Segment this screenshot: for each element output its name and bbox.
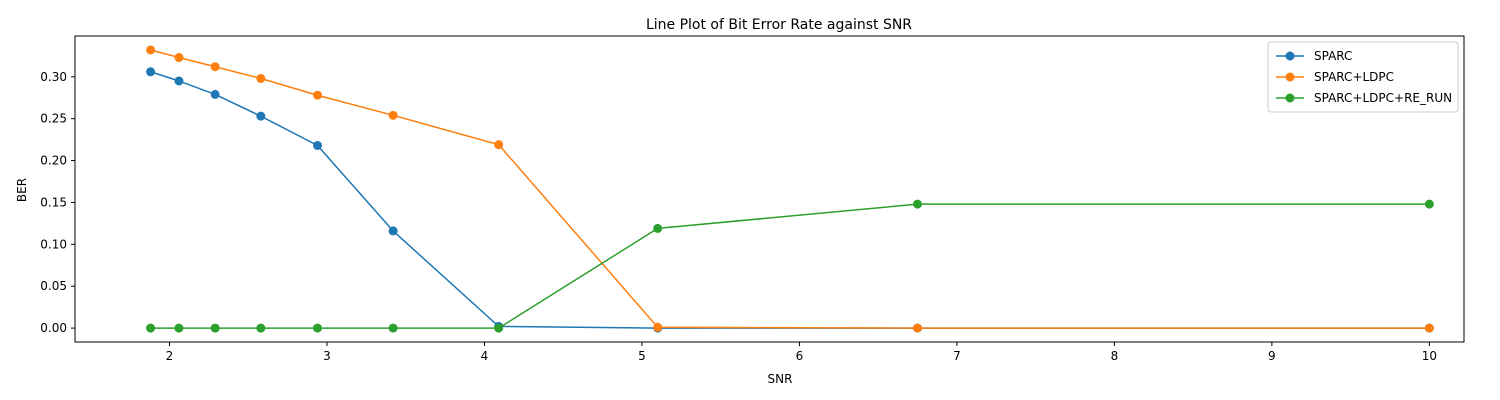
y-tick-label: 0.00 <box>40 321 67 335</box>
legend-label: SPARC+LDPC+RE_RUN <box>1314 91 1452 105</box>
series-line <box>150 203 1430 329</box>
x-tick-label: 9 <box>1268 349 1276 363</box>
x-tick-label: 10 <box>1422 349 1437 363</box>
plot-area <box>74 35 1465 343</box>
legend-item: SPARC <box>1276 49 1352 63</box>
data-point <box>653 322 663 332</box>
chart-title: Line Plot of Bit Error Rate against SNR <box>646 17 912 33</box>
y-axis: 0.00 0.05 0.10 0.15 0.20 0.25 0.30 <box>40 70 75 335</box>
data-point <box>146 45 156 55</box>
data-point <box>494 140 504 150</box>
x-tick-label: 5 <box>638 349 646 363</box>
data-point <box>913 323 923 333</box>
y-tick-label: 0.10 <box>40 237 67 251</box>
data-point <box>210 89 220 99</box>
series-sparc <box>146 67 1434 333</box>
data-point <box>174 323 184 333</box>
series-layer <box>146 45 1434 333</box>
data-point <box>256 323 266 333</box>
series-sparc-ldpc <box>146 45 1434 333</box>
data-point <box>146 67 156 77</box>
x-tick-label: 4 <box>481 349 489 363</box>
legend: SPARC SPARC+LDPC SPARC+LDPC+RE_RUN <box>1267 41 1459 113</box>
data-point <box>174 76 184 86</box>
x-tick-label: 7 <box>953 349 961 363</box>
data-point <box>313 323 323 333</box>
data-point <box>146 323 156 333</box>
legend-frame <box>1267 41 1459 113</box>
data-point <box>256 73 266 83</box>
series-line <box>150 49 1430 329</box>
data-point <box>1424 199 1434 209</box>
y-tick-label: 0.30 <box>40 70 67 84</box>
x-tick-label: 3 <box>323 349 331 363</box>
legend-marker <box>1285 51 1295 61</box>
legend-marker <box>1285 72 1295 82</box>
y-tick-label: 0.15 <box>40 195 67 209</box>
series-sparc-ldpc-re-run <box>146 199 1434 333</box>
data-point <box>313 90 323 100</box>
y-tick-label: 0.25 <box>40 112 67 126</box>
x-tick-label: 6 <box>796 349 804 363</box>
x-axis-label: SNR <box>768 372 793 386</box>
data-point <box>388 226 398 236</box>
y-tick-label: 0.20 <box>40 154 67 168</box>
data-point <box>388 323 398 333</box>
legend-item: SPARC+LDPC+RE_RUN <box>1276 91 1452 105</box>
series-line <box>150 71 1430 329</box>
data-point <box>653 223 663 233</box>
legend-label: SPARC <box>1314 49 1352 63</box>
legend-item: SPARC+LDPC <box>1276 70 1394 84</box>
data-point <box>174 53 184 63</box>
data-point <box>210 323 220 333</box>
x-tick-label: 8 <box>1111 349 1119 363</box>
data-point <box>913 199 923 209</box>
data-point <box>494 323 504 333</box>
legend-marker <box>1285 93 1295 103</box>
data-point <box>388 110 398 120</box>
data-point <box>313 140 323 150</box>
data-point <box>1424 323 1434 333</box>
x-axis: 2 3 4 5 6 7 8 9 10 <box>166 342 1437 363</box>
legend-label: SPARC+LDPC <box>1314 70 1394 84</box>
data-point <box>210 62 220 72</box>
x-tick-label: 2 <box>166 349 174 363</box>
y-axis-label: BER <box>15 178 29 202</box>
data-point <box>256 111 266 121</box>
y-tick-label: 0.05 <box>40 279 67 293</box>
